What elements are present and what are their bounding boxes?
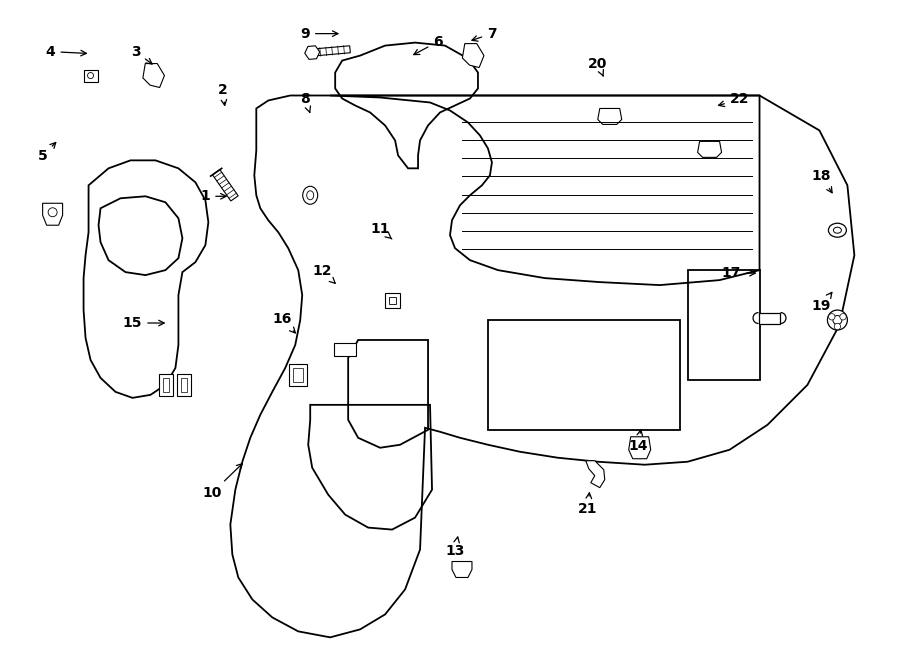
- Text: 11: 11: [371, 222, 392, 239]
- Bar: [159, 374, 174, 396]
- Bar: [289, 364, 307, 386]
- Ellipse shape: [828, 223, 846, 237]
- Bar: [84, 69, 97, 81]
- Ellipse shape: [833, 227, 842, 233]
- Polygon shape: [463, 44, 484, 67]
- Bar: [164, 378, 169, 392]
- Ellipse shape: [827, 310, 848, 330]
- Polygon shape: [452, 561, 472, 578]
- Text: 3: 3: [130, 44, 152, 64]
- Circle shape: [834, 323, 841, 330]
- Bar: [293, 368, 303, 382]
- Text: 13: 13: [446, 537, 464, 557]
- Text: 15: 15: [122, 316, 165, 330]
- Bar: [759, 313, 780, 323]
- Text: 4: 4: [46, 44, 86, 59]
- Text: 20: 20: [588, 57, 608, 76]
- Bar: [389, 297, 396, 303]
- Polygon shape: [698, 141, 722, 157]
- Ellipse shape: [832, 315, 842, 325]
- Text: 19: 19: [812, 292, 832, 313]
- Ellipse shape: [307, 191, 314, 200]
- Polygon shape: [598, 108, 622, 124]
- Circle shape: [829, 313, 835, 320]
- Text: 16: 16: [273, 312, 295, 333]
- Text: 21: 21: [578, 493, 598, 516]
- Polygon shape: [42, 204, 63, 225]
- Circle shape: [840, 313, 846, 320]
- Text: 14: 14: [628, 430, 647, 453]
- Text: 1: 1: [201, 189, 226, 204]
- Text: 18: 18: [812, 169, 833, 193]
- Text: 5: 5: [38, 142, 56, 163]
- Ellipse shape: [302, 186, 318, 204]
- Text: 22: 22: [718, 93, 750, 106]
- Polygon shape: [312, 46, 350, 56]
- Polygon shape: [305, 46, 320, 59]
- Text: 12: 12: [312, 264, 335, 284]
- Text: 6: 6: [414, 34, 443, 55]
- Polygon shape: [143, 63, 165, 87]
- Polygon shape: [586, 461, 605, 488]
- Bar: [334, 344, 356, 356]
- Text: 8: 8: [301, 93, 310, 112]
- Polygon shape: [629, 437, 651, 459]
- Text: 17: 17: [722, 266, 755, 280]
- Text: 7: 7: [472, 26, 497, 41]
- Bar: [384, 293, 400, 307]
- Polygon shape: [212, 170, 238, 201]
- Text: 10: 10: [202, 463, 242, 500]
- Bar: [177, 374, 192, 396]
- Text: 2: 2: [218, 83, 227, 105]
- Text: 9: 9: [301, 26, 338, 40]
- Bar: [182, 378, 187, 392]
